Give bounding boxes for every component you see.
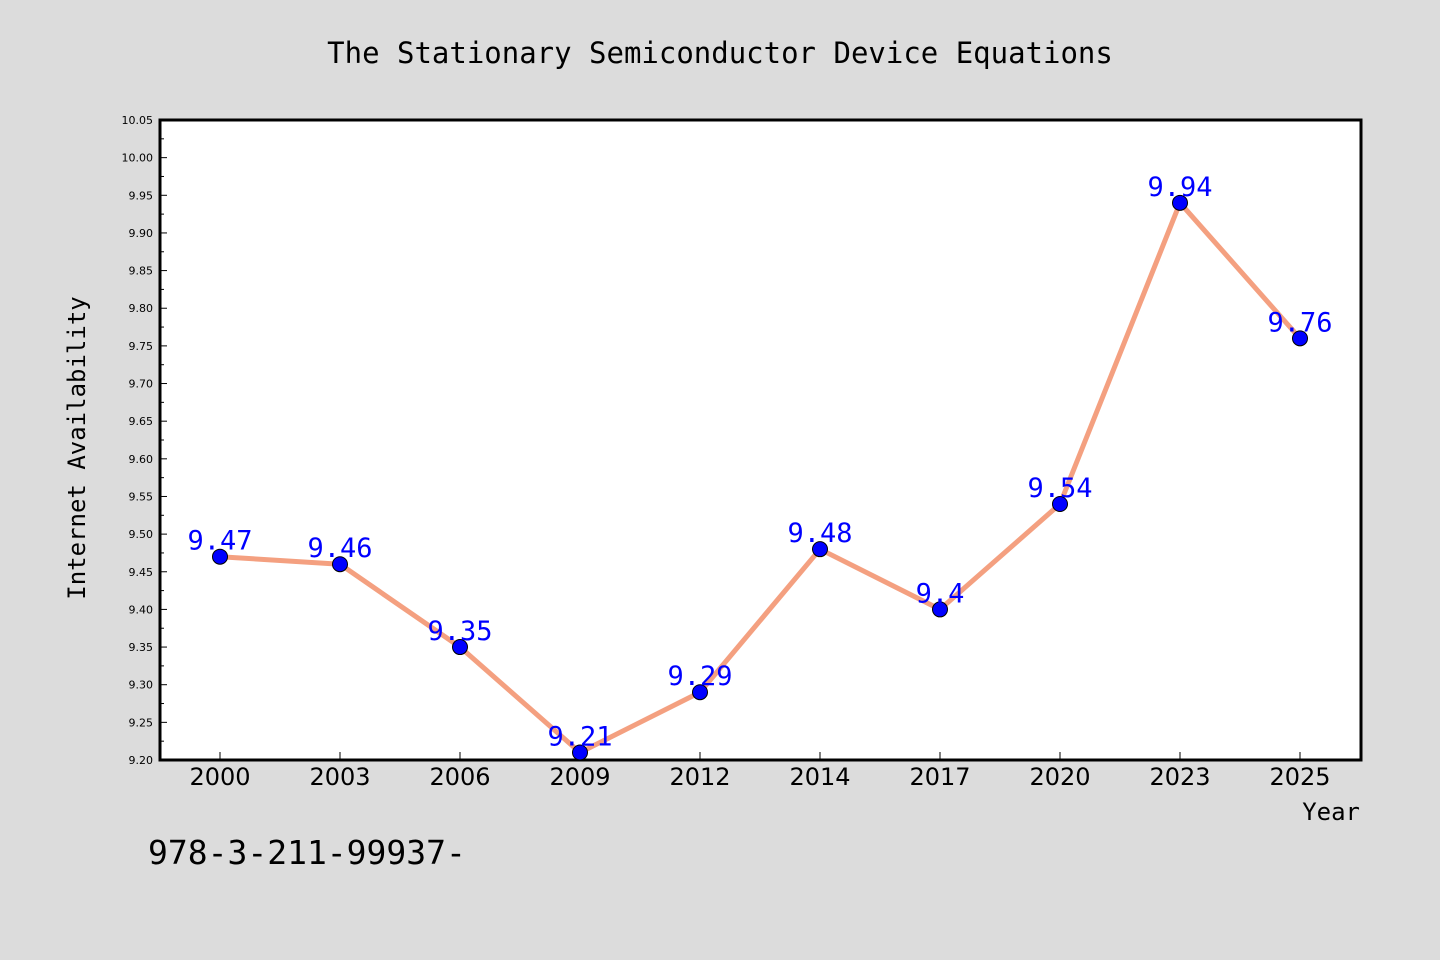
y-tick-label: 9.75 [129, 340, 154, 353]
chart-title: The Stationary Semiconductor Device Equa… [327, 36, 1113, 70]
y-axis-label: Internet Availability [63, 296, 91, 599]
data-point [572, 744, 588, 761]
y-tick-label: 10.00 [122, 152, 154, 165]
plot-area [158, 118, 1363, 762]
y-tick-label: 9.70 [129, 378, 154, 391]
x-tick-label: 2003 [309, 763, 370, 791]
data-point [1172, 194, 1188, 211]
data-label: 9.46 [307, 533, 372, 564]
data-point [452, 639, 468, 656]
series-line [217, 200, 1303, 755]
data-label-group: 9.47 9.46 9.35 9.21 9.29 9.48 9.4 9.54 9.94 9.76 [187, 172, 1332, 753]
y-tick-label: 9.95 [129, 189, 154, 202]
data-point [332, 556, 348, 573]
x-axis: 2000 2003 2006 2009 2012 2014 2017 2020 2023 2025 [189, 752, 1331, 791]
data-label: 9.76 [1267, 307, 1332, 338]
y-tick-label: 10.05 [122, 114, 154, 127]
data-point [1052, 496, 1068, 512]
data-label: 9.4 [916, 578, 965, 609]
y-tick-label: 9.80 [129, 302, 154, 315]
isbn-annotation: 978-3-211-99937- [148, 833, 466, 872]
x-tick-label: 2020 [1029, 763, 1090, 791]
x-tick-label: 2000 [189, 763, 250, 791]
y-tick-label: 9.20 [129, 754, 154, 767]
y-tick-label: 9.25 [129, 716, 154, 729]
data-point [932, 601, 948, 618]
data-label: 9.48 [787, 518, 852, 549]
data-point [212, 548, 228, 565]
y-tick-label: 9.45 [129, 566, 154, 579]
y-tick-label: 9.55 [129, 490, 154, 503]
data-point [692, 684, 708, 701]
data-label: 9.47 [187, 526, 252, 557]
data-label: 9.94 [1147, 172, 1212, 203]
x-tick-label: 2023 [1149, 763, 1210, 791]
x-tick-label: 2009 [549, 763, 610, 791]
y-tick-label: 9.65 [129, 415, 154, 428]
data-label: 9.54 [1027, 473, 1092, 504]
y-tick-label: 9.30 [129, 679, 154, 692]
data-label: 9.29 [667, 661, 732, 692]
y-tick-label: 9.85 [129, 265, 154, 278]
y-tick-label: 9.35 [129, 641, 154, 654]
data-label: 9.21 [547, 721, 612, 752]
x-tick-label: 2012 [669, 763, 730, 791]
x-tick-label: 2025 [1269, 763, 1330, 791]
x-axis-label: Year [1302, 798, 1360, 826]
x-tick-label: 2017 [909, 763, 970, 791]
y-tick-label: 9.60 [129, 453, 154, 466]
data-point [812, 541, 828, 558]
y-tick-label: 9.40 [129, 603, 154, 616]
y-tick-label: 9.50 [129, 528, 154, 541]
x-tick-label: 2006 [429, 763, 490, 791]
x-tick-label: 2014 [789, 763, 850, 791]
y-axis: 9.20 9.25 9.30 9.35 9.40 9.45 9.50 9.55 9.60 9.65… [122, 114, 167, 767]
data-point [1292, 330, 1308, 347]
data-label: 9.35 [427, 616, 492, 647]
series-line-group [217, 200, 1303, 755]
data-marker-group [212, 194, 1308, 761]
y-tick-label: 9.90 [129, 227, 154, 240]
